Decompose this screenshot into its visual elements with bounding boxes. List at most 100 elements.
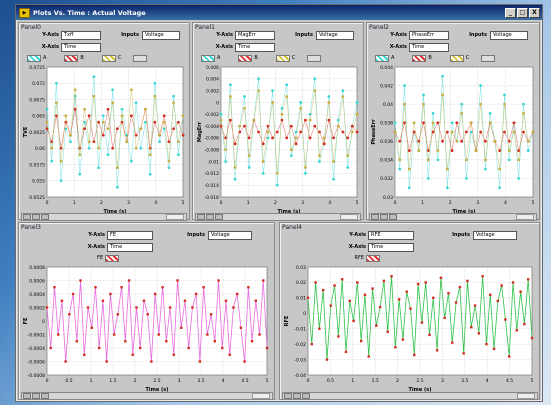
x-axis-field[interactable]: Time <box>235 43 275 52</box>
legend-swatch-b[interactable] <box>412 54 427 62</box>
pan-tool-icon[interactable] <box>41 214 49 220</box>
pan-tool-icon[interactable] <box>389 214 397 220</box>
tve-chart[interactable]: 0.0725 0.072 0.0675 0.065 0.0625 0.06 0.0575 0.… <box>21 63 189 215</box>
pan-tool-icon[interactable] <box>215 214 223 220</box>
data-point <box>271 89 274 93</box>
pan-tool-icon[interactable] <box>302 393 310 399</box>
close-button[interactable]: X <box>529 7 540 18</box>
y-axis-title: PhaseErr <box>371 119 377 145</box>
y-tick-label: -0.006 <box>204 136 219 142</box>
data-point <box>512 121 516 125</box>
cursor-tool-icon[interactable] <box>23 393 31 399</box>
scrollbar-thumb[interactable] <box>517 393 535 399</box>
legend-swatch-a[interactable] <box>27 54 41 62</box>
cursor-tool-icon[interactable] <box>284 393 292 399</box>
data-point <box>261 171 265 175</box>
data-point <box>508 355 511 358</box>
data-point <box>162 120 166 124</box>
y-axis-field[interactable]: RFE <box>368 231 414 240</box>
legend-swatch-c[interactable] <box>275 54 290 62</box>
x-tick-label: 1 <box>421 200 424 206</box>
maximize-button[interactable]: □ <box>517 7 528 18</box>
graph-toolbar[interactable] <box>282 392 538 400</box>
data-point <box>105 360 108 363</box>
y-tick-label: 0.0625 <box>29 130 45 136</box>
data-point <box>488 121 492 125</box>
pan-tool-icon[interactable] <box>41 393 49 399</box>
y-axis-field[interactable]: Txff <box>61 31 101 40</box>
legend-swatch-c[interactable] <box>101 54 116 62</box>
plot-legend[interactable]: RFE <box>350 254 380 262</box>
scrollbar-thumb[interactable] <box>340 214 358 220</box>
inputs-field[interactable]: Voltage <box>490 31 528 40</box>
zoom-tool-icon[interactable] <box>32 393 40 399</box>
y-axis-field[interactable]: PhaseErr <box>409 31 449 40</box>
phaseerr-chart[interactable]: 0.044 0.042 0.04 0.038 0.036 0.034 0.032 0.030 1… <box>369 63 539 215</box>
plot-legend[interactable]: FE <box>89 254 119 262</box>
x-axis-field[interactable]: Time <box>61 43 101 52</box>
magerr-chart[interactable]: 0.006 0.004 0.002 0 -0.002 -0.004 -0.006 -0.008… <box>195 63 363 215</box>
data-point <box>413 353 416 357</box>
graph-toolbar[interactable] <box>195 213 361 221</box>
inputs-field[interactable]: Voltage <box>208 231 252 240</box>
cursor-tool-icon[interactable] <box>371 214 379 220</box>
legend-swatch-b[interactable] <box>238 54 253 62</box>
zoom-tool-icon[interactable] <box>380 214 388 220</box>
data-point <box>460 139 464 143</box>
data-point <box>115 166 119 170</box>
y-axis-field[interactable]: FE <box>107 231 153 240</box>
cursor-tool-icon[interactable] <box>23 214 31 220</box>
plot-legend[interactable]: A B C <box>201 54 322 62</box>
inputs-label: Inputs <box>295 32 313 38</box>
zoom-tool-icon[interactable] <box>206 214 214 220</box>
zoom-tool-icon[interactable] <box>32 214 40 220</box>
data-point <box>313 89 317 93</box>
cursor-tool-icon[interactable] <box>197 214 205 220</box>
data-point <box>498 167 502 171</box>
plot-area <box>394 66 534 198</box>
rfe-chart[interactable]: 0.030.020.010-0.01-0.02-0.03-0.040 0.5 1 1.… <box>282 263 538 393</box>
legend-swatch-c[interactable] <box>449 54 464 62</box>
scrollbar-thumb[interactable] <box>166 214 184 220</box>
x-axis-field[interactable]: Time <box>368 243 414 252</box>
graph-toolbar[interactable] <box>369 213 537 221</box>
x-tick-label: 5 <box>266 378 269 384</box>
scrollbar-thumb[interactable] <box>252 393 270 399</box>
plot-legend[interactable]: A B C <box>27 54 148 62</box>
data-point <box>224 299 228 302</box>
data-point <box>252 118 256 122</box>
data-point <box>322 142 326 146</box>
plot-legend[interactable]: A B C <box>375 54 496 62</box>
inputs-field[interactable]: Voltage <box>142 31 180 40</box>
data-point <box>106 127 110 131</box>
title-bar[interactable]: ▶ Plots Vs. Time : Actual Voltage _ □ X <box>16 5 542 20</box>
data-point <box>455 121 459 125</box>
data-point <box>340 278 344 281</box>
data-point <box>436 121 440 125</box>
inputs-field[interactable]: Voltage <box>316 31 354 40</box>
graph-toolbar[interactable] <box>21 392 273 400</box>
legend-swatch-a[interactable] <box>201 54 215 62</box>
legend-swatch-a[interactable] <box>375 54 389 62</box>
data-point <box>493 139 497 143</box>
fe-chart[interactable]: 0.0008 0.0006 0.0004 0.0002 0 -0.0002 -0.0004 -… <box>21 263 273 393</box>
legend-swatch-rfe[interactable] <box>366 254 380 262</box>
x-tick-label: 4 <box>504 200 507 206</box>
legend-swatch-fe[interactable] <box>105 254 119 262</box>
data-point <box>106 153 110 157</box>
legend-swatch-b[interactable] <box>64 54 79 62</box>
scrollbar-thumb[interactable] <box>516 214 534 220</box>
inputs-field[interactable]: Voltage <box>473 231 517 240</box>
data-point <box>341 95 345 98</box>
y-axis-field[interactable]: MagErr <box>235 31 275 40</box>
data-point <box>417 149 421 152</box>
data-point <box>232 306 235 309</box>
y-tick-label: 0.042 <box>380 83 393 89</box>
zoom-tool-icon[interactable] <box>293 393 301 399</box>
x-axis-field[interactable]: Time <box>107 243 153 252</box>
y-tick-label: 0 <box>42 319 45 325</box>
x-axis-field[interactable]: Time <box>409 43 449 52</box>
minimize-button[interactable]: _ <box>505 7 516 18</box>
y-tick-label: 0 <box>303 311 306 317</box>
graph-toolbar[interactable] <box>21 213 187 221</box>
